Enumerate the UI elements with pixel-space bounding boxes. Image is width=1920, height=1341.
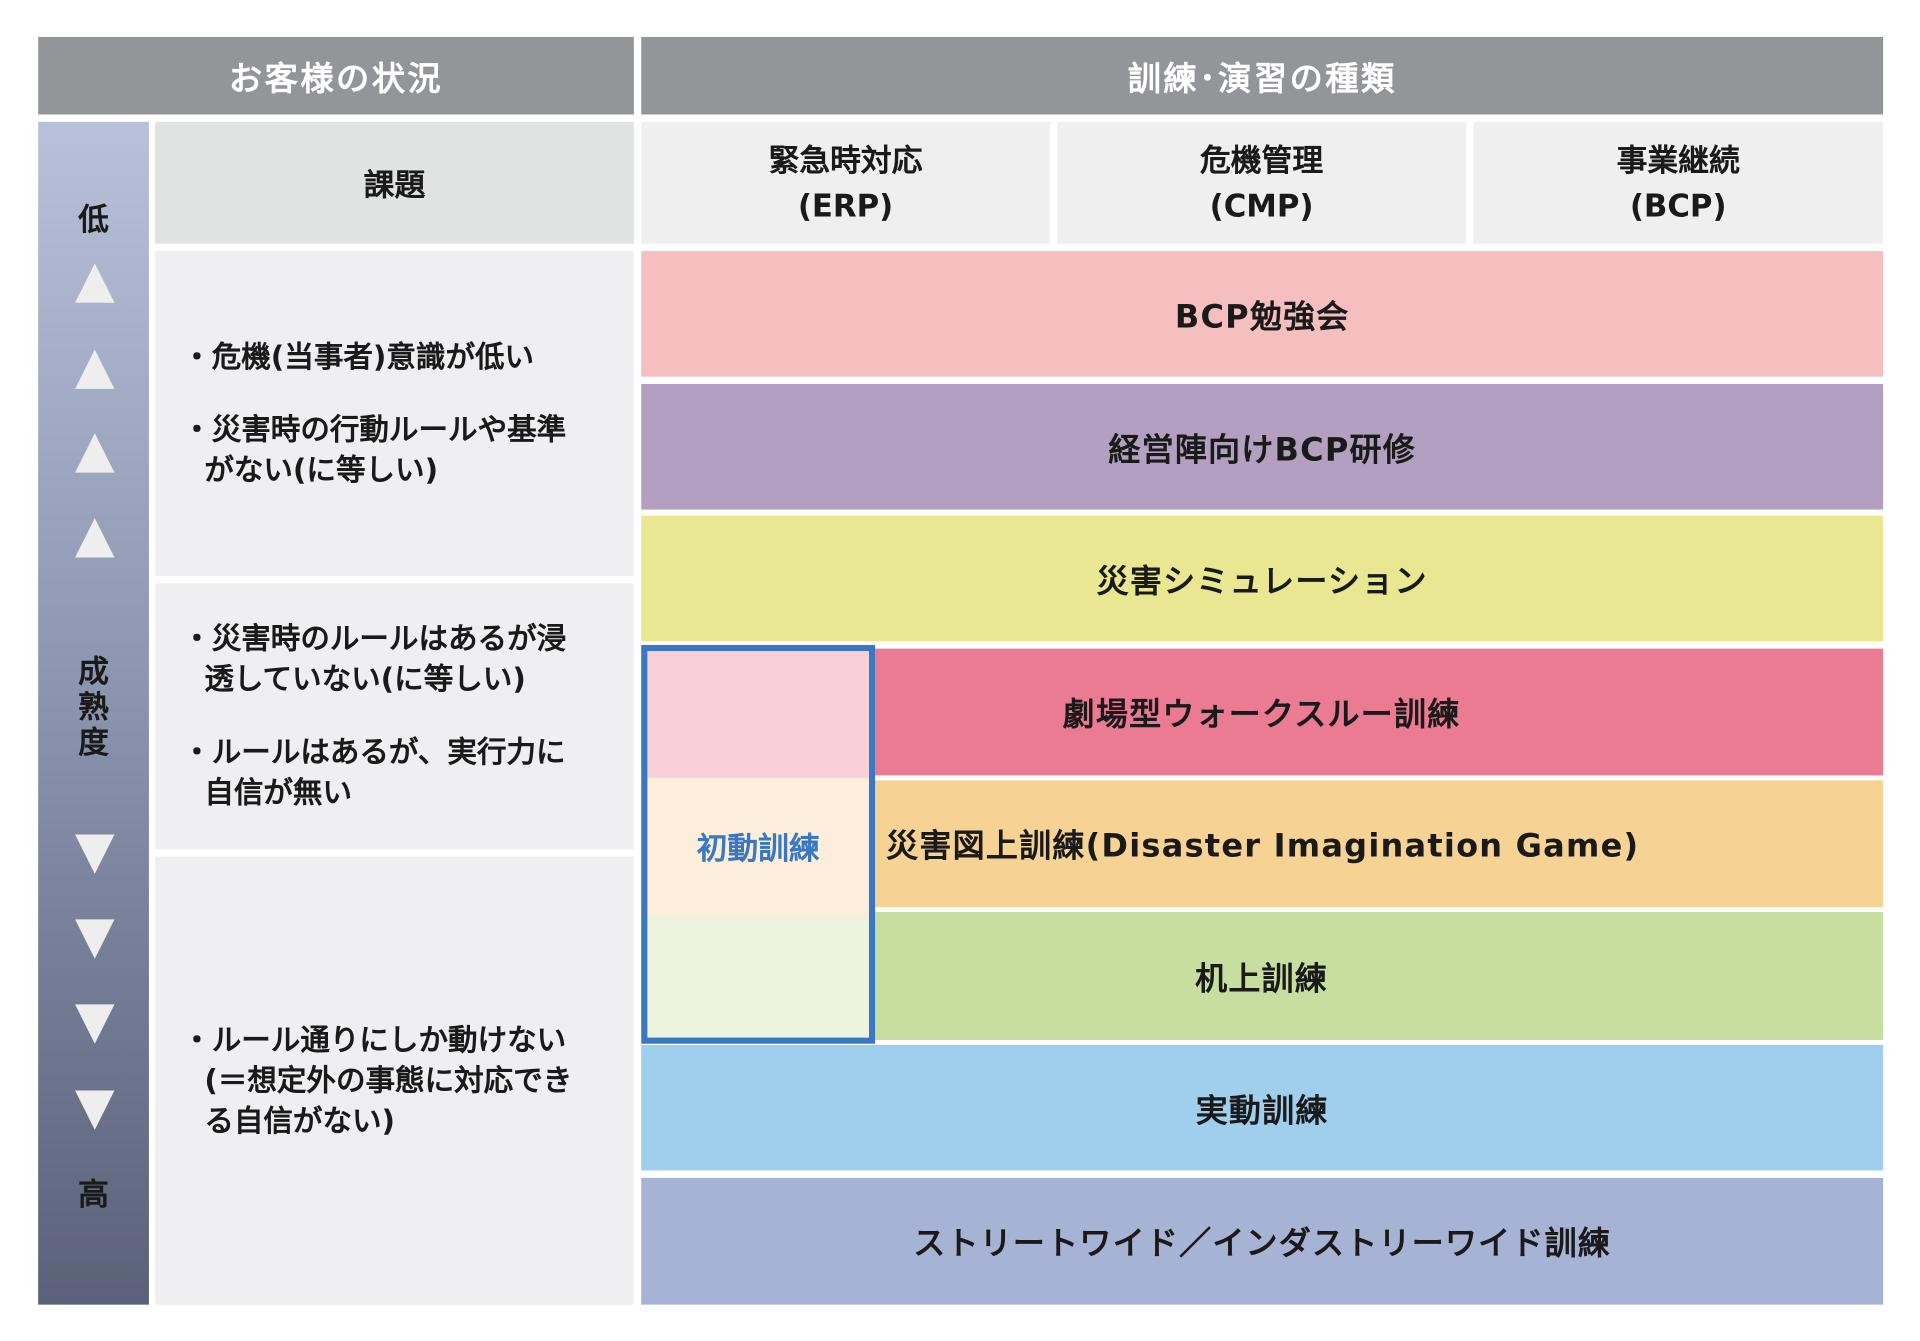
maturity-label: 成 熟 度 (38, 654, 149, 761)
arrow-down-icon (75, 919, 115, 959)
arrow-up-icon (75, 518, 115, 558)
header-training-types: 訓練･演習の種類 (641, 36, 1884, 115)
training-label: 劇場型ウォークスルー訓練 (1062, 696, 1461, 734)
arrow-up-icon (75, 349, 115, 389)
maturity-high: 高 (78, 1176, 109, 1213)
column-name: 事業継続 (1616, 142, 1740, 178)
column-bcp: 事業継続 (BCP) (1473, 121, 1884, 244)
header-customer-situation: お客様の状況 (38, 36, 634, 115)
column-cmp: 危機管理 (CMP) (1057, 121, 1466, 244)
arrow-up-icon (75, 263, 115, 303)
maturity-char: 度 (78, 724, 109, 761)
training-tabletop: 机上訓練 (873, 912, 1884, 1041)
issue-item: ・災害時のルールはあるが浸透していない(に等しい) (182, 621, 567, 697)
training-label: 机上訓練 (1195, 960, 1329, 998)
initial-training-box: 初動訓練 (641, 644, 876, 1044)
maturity-char: 成 (78, 653, 109, 690)
header-left-label: お客様の状況 (228, 60, 444, 99)
training-bcp-study: BCP勉強会 (641, 251, 1884, 377)
column-abbr: (ERP) (797, 187, 894, 224)
issue-item: ・危機(当事者)意識が低い (182, 339, 535, 374)
training-walkthrough: 劇場型ウォークスルー訓練 (873, 648, 1884, 776)
issue-cell-low: ・危機(当事者)意識が低い・災害時の行動ルールや基準がない(に等しい) (155, 251, 634, 577)
training-label: 実動訓練 (1195, 1092, 1329, 1130)
training-label: ストリートワイド／インダストリーワイド訓練 (913, 1225, 1612, 1263)
arrow-up-icon (75, 433, 115, 473)
column-erp: 緊急時対応 (ERP) (641, 121, 1050, 244)
initial-segment-pink (647, 651, 869, 778)
arrow-down-icon (75, 1004, 115, 1044)
training-label: BCP勉強会 (1174, 298, 1350, 336)
maturity-char: 熟 (78, 689, 109, 725)
issues-header-label: 課題 (363, 166, 426, 203)
initial-segment-cream (647, 782, 869, 910)
arrow-down-icon (75, 1090, 115, 1130)
training-label: 経営陣向けBCP研修 (1108, 431, 1417, 469)
column-abbr: (BCP) (1629, 187, 1727, 224)
training-label: 災害シミュレーション (1096, 563, 1428, 601)
issues-header: 課題 (155, 121, 634, 244)
initial-training-text: 初動訓練 (696, 830, 820, 866)
training-dig: 災害図上訓練(Disaster Imagination Game) (873, 780, 1884, 908)
training-disaster-simulation: 災害シミュレーション (641, 515, 1884, 642)
training-executive-bcp: 経営陣向けBCP研修 (641, 384, 1884, 510)
column-abbr: (CMP) (1209, 187, 1314, 224)
initial-training-label: 初動訓練 (647, 783, 869, 910)
training-label: 災害図上訓練(Disaster Imagination Game) (886, 828, 1640, 866)
arrow-down-icon (75, 834, 115, 874)
column-name: 危機管理 (1200, 142, 1324, 178)
initial-segment-green (647, 914, 869, 1038)
column-name: 緊急時対応 (768, 142, 923, 178)
training-streetwide: ストリートワイド／インダストリーワイド訓練 (641, 1177, 1884, 1305)
issue-item: ・ルールはあるが、実行力に自信が無い (182, 734, 566, 810)
maturity-low: 低 (78, 201, 109, 238)
header-right-label: 訓練･演習の種類 (1127, 60, 1397, 99)
issue-item: ・災害時の行動ルールや基準がない(に等しい) (182, 411, 567, 487)
issue-item: ・ルール通りにしか動けない(＝想定外の事態に対応できる自信がない) (182, 1022, 573, 1138)
training-field-exercise: 実動訓練 (641, 1044, 1884, 1171)
issue-cell-high: ・ルール通りにしか動けない(＝想定外の事態に対応できる自信がない) (155, 856, 634, 1305)
issue-cell-mid: ・災害時のルールはあるが浸透していない(に等しい) ・ルールはあるが、実行力に自信… (155, 583, 634, 850)
